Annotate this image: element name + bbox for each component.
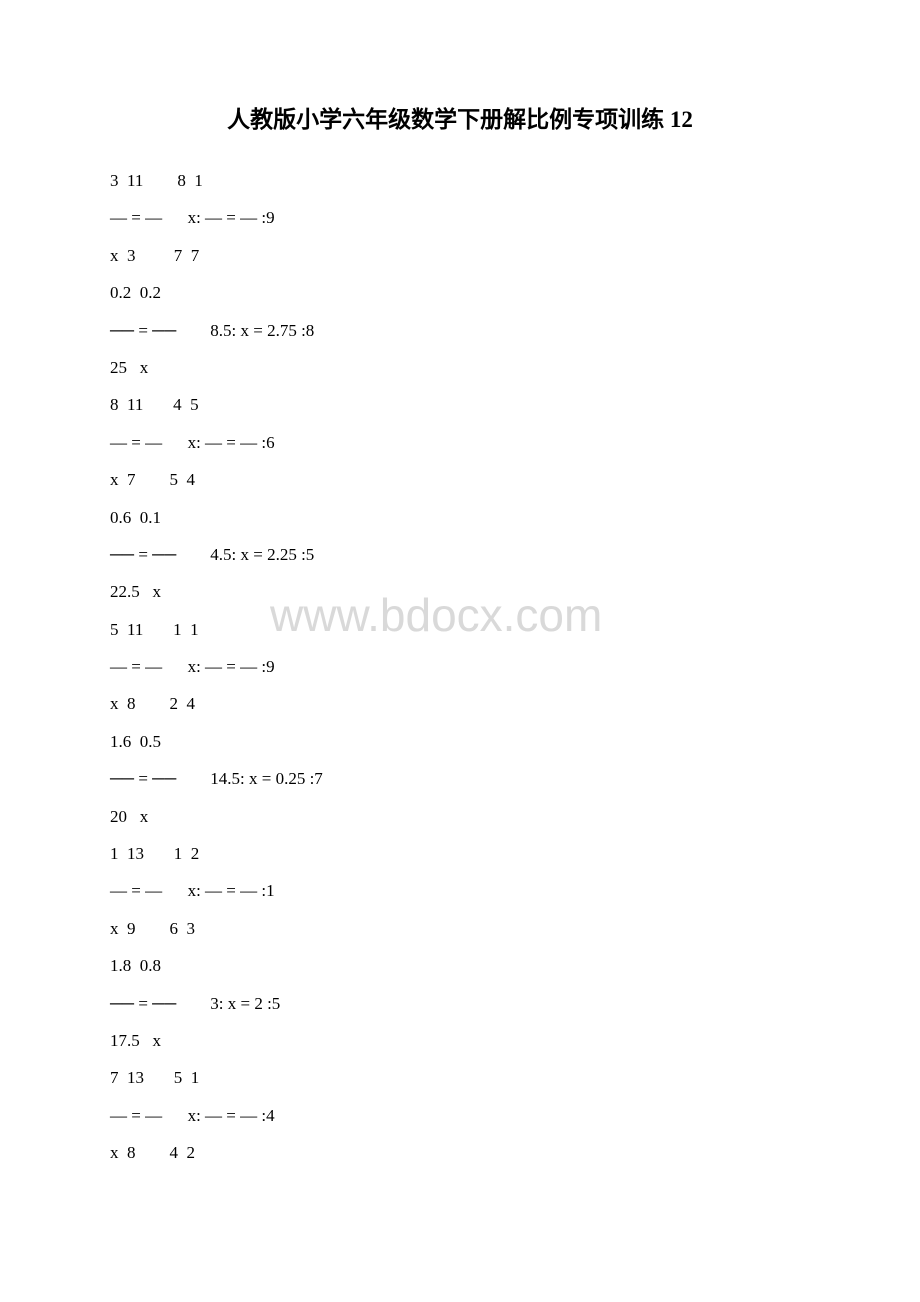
problem-line: x 3 7 7 [110,237,810,274]
problem-list: 3 11 8 1— = — x: — = — :9x 3 7 70.2 0.2─… [110,162,810,1172]
problem-line: 1.6 0.5 [110,723,810,760]
problem-line: ── = ── 8.5: x = 2.75 :8 [110,312,810,349]
problem-line: 1 13 1 2 [110,835,810,872]
problem-line: — = — x: — = — :6 [110,424,810,461]
problem-line: — = — x: — = — :4 [110,1097,810,1134]
problem-line: 5 11 1 1 [110,611,810,648]
problem-line: 8 11 4 5 [110,386,810,423]
problem-line: x 8 2 4 [110,685,810,722]
problem-line: x 9 6 3 [110,910,810,947]
problem-line: 7 13 5 1 [110,1059,810,1096]
document-content: 人教版小学六年级数学下册解比例专项训练 12 3 11 8 1— = — x: … [110,100,810,1172]
problem-line: — = — x: — = — :9 [110,648,810,685]
document-title: 人教版小学六年级数学下册解比例专项训练 12 [110,100,810,134]
problem-line: 25 x [110,349,810,386]
problem-line: 0.6 0.1 [110,499,810,536]
problem-line: 0.2 0.2 [110,274,810,311]
problem-line: x 7 5 4 [110,461,810,498]
problem-line: x 8 4 2 [110,1134,810,1171]
problem-line: 17.5 x [110,1022,810,1059]
problem-line: 20 x [110,798,810,835]
problem-line: ── = ── 14.5: x = 0.25 :7 [110,760,810,797]
problem-line: 3 11 8 1 [110,162,810,199]
problem-line: ── = ── 4.5: x = 2.25 :5 [110,536,810,573]
problem-line: 1.8 0.8 [110,947,810,984]
problem-line: 22.5 x [110,573,810,610]
problem-line: ── = ── 3: x = 2 :5 [110,985,810,1022]
problem-line: — = — x: — = — :9 [110,199,810,236]
problem-line: — = — x: — = — :1 [110,872,810,909]
